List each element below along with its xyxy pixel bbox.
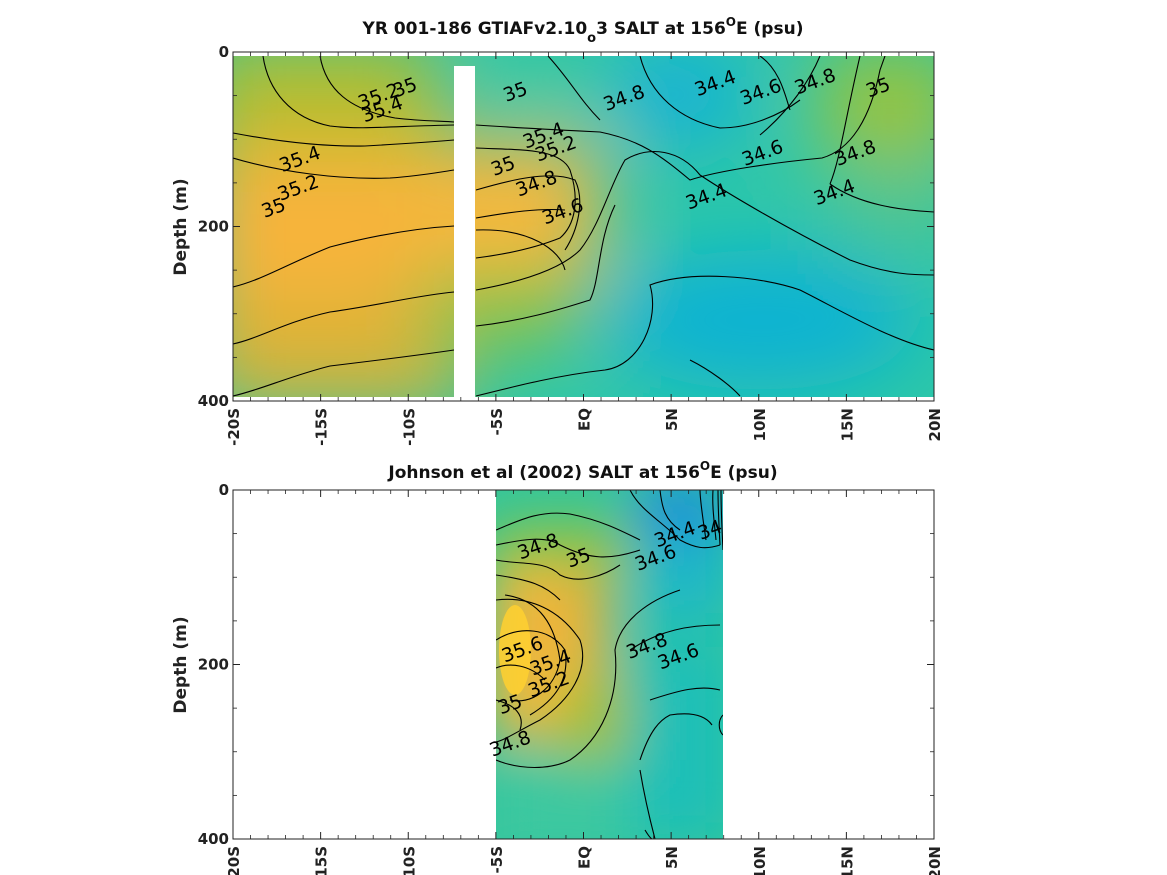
bottom-panel-y-ticks: 0 200 400 <box>198 481 934 848</box>
top-panel-field <box>233 56 934 397</box>
bottom-panel-field <box>496 490 723 839</box>
x-tick-label: -20S <box>225 408 243 446</box>
y-tick-label: 0 <box>219 481 229 499</box>
x-tick-label: -10S <box>400 846 418 875</box>
top-panel-y-ticks: 0 200 400 <box>198 43 934 410</box>
x-tick-label: -15S <box>313 846 331 875</box>
top-panel-contours <box>233 56 934 397</box>
x-tick-label: 5N <box>663 846 681 869</box>
bottom-panel-contours <box>496 490 723 839</box>
x-tick-label: 10N <box>751 408 769 441</box>
x-tick-label: 15N <box>838 408 856 441</box>
x-tick-label: -5S <box>488 408 506 435</box>
x-tick-label: 20N <box>926 408 944 441</box>
x-tick-label: 15N <box>838 846 856 875</box>
x-tick-label: 10N <box>751 846 769 875</box>
top-panel-missing-strip <box>454 66 475 397</box>
x-tick-label: -15S <box>313 408 331 446</box>
x-tick-label: EQ <box>576 846 594 869</box>
y-tick-label: 400 <box>198 830 229 848</box>
x-tick-label: 5N <box>663 408 681 431</box>
y-tick-label: 0 <box>219 43 229 61</box>
x-tick-label: -10S <box>400 408 418 446</box>
top-panel-x-ticks: -20S -15S -10S -5S EQ 5N 10N 15N 20N <box>225 52 944 446</box>
top-panel-ylabel: Depth (m) <box>171 178 191 275</box>
top-panel-title: YR 001-186 GTIAFv2.10o3 SALT at 156OE (p… <box>362 15 804 46</box>
x-tick-label: -5S <box>488 846 506 873</box>
bottom-panel-ylabel: Depth (m) <box>171 616 191 713</box>
bottom-panel-x-ticks: -20S -15S -10S -5S EQ 5N 10N 15N 20N <box>225 490 944 875</box>
bottom-panel-title: Johnson et al (2002) SALT at 156OE (psu) <box>387 459 777 483</box>
top-panel: YR 001-186 GTIAFv2.10o3 SALT at 156OE (p… <box>171 15 944 446</box>
y-tick-label: 400 <box>198 392 229 410</box>
x-tick-label: 20N <box>926 846 944 875</box>
x-tick-label: -20S <box>225 846 243 875</box>
y-tick-label: 200 <box>198 656 229 674</box>
x-tick-label: EQ <box>576 408 594 431</box>
bottom-panel: Johnson et al (2002) SALT at 156OE (psu) <box>171 459 944 875</box>
y-tick-label: 200 <box>198 218 229 236</box>
